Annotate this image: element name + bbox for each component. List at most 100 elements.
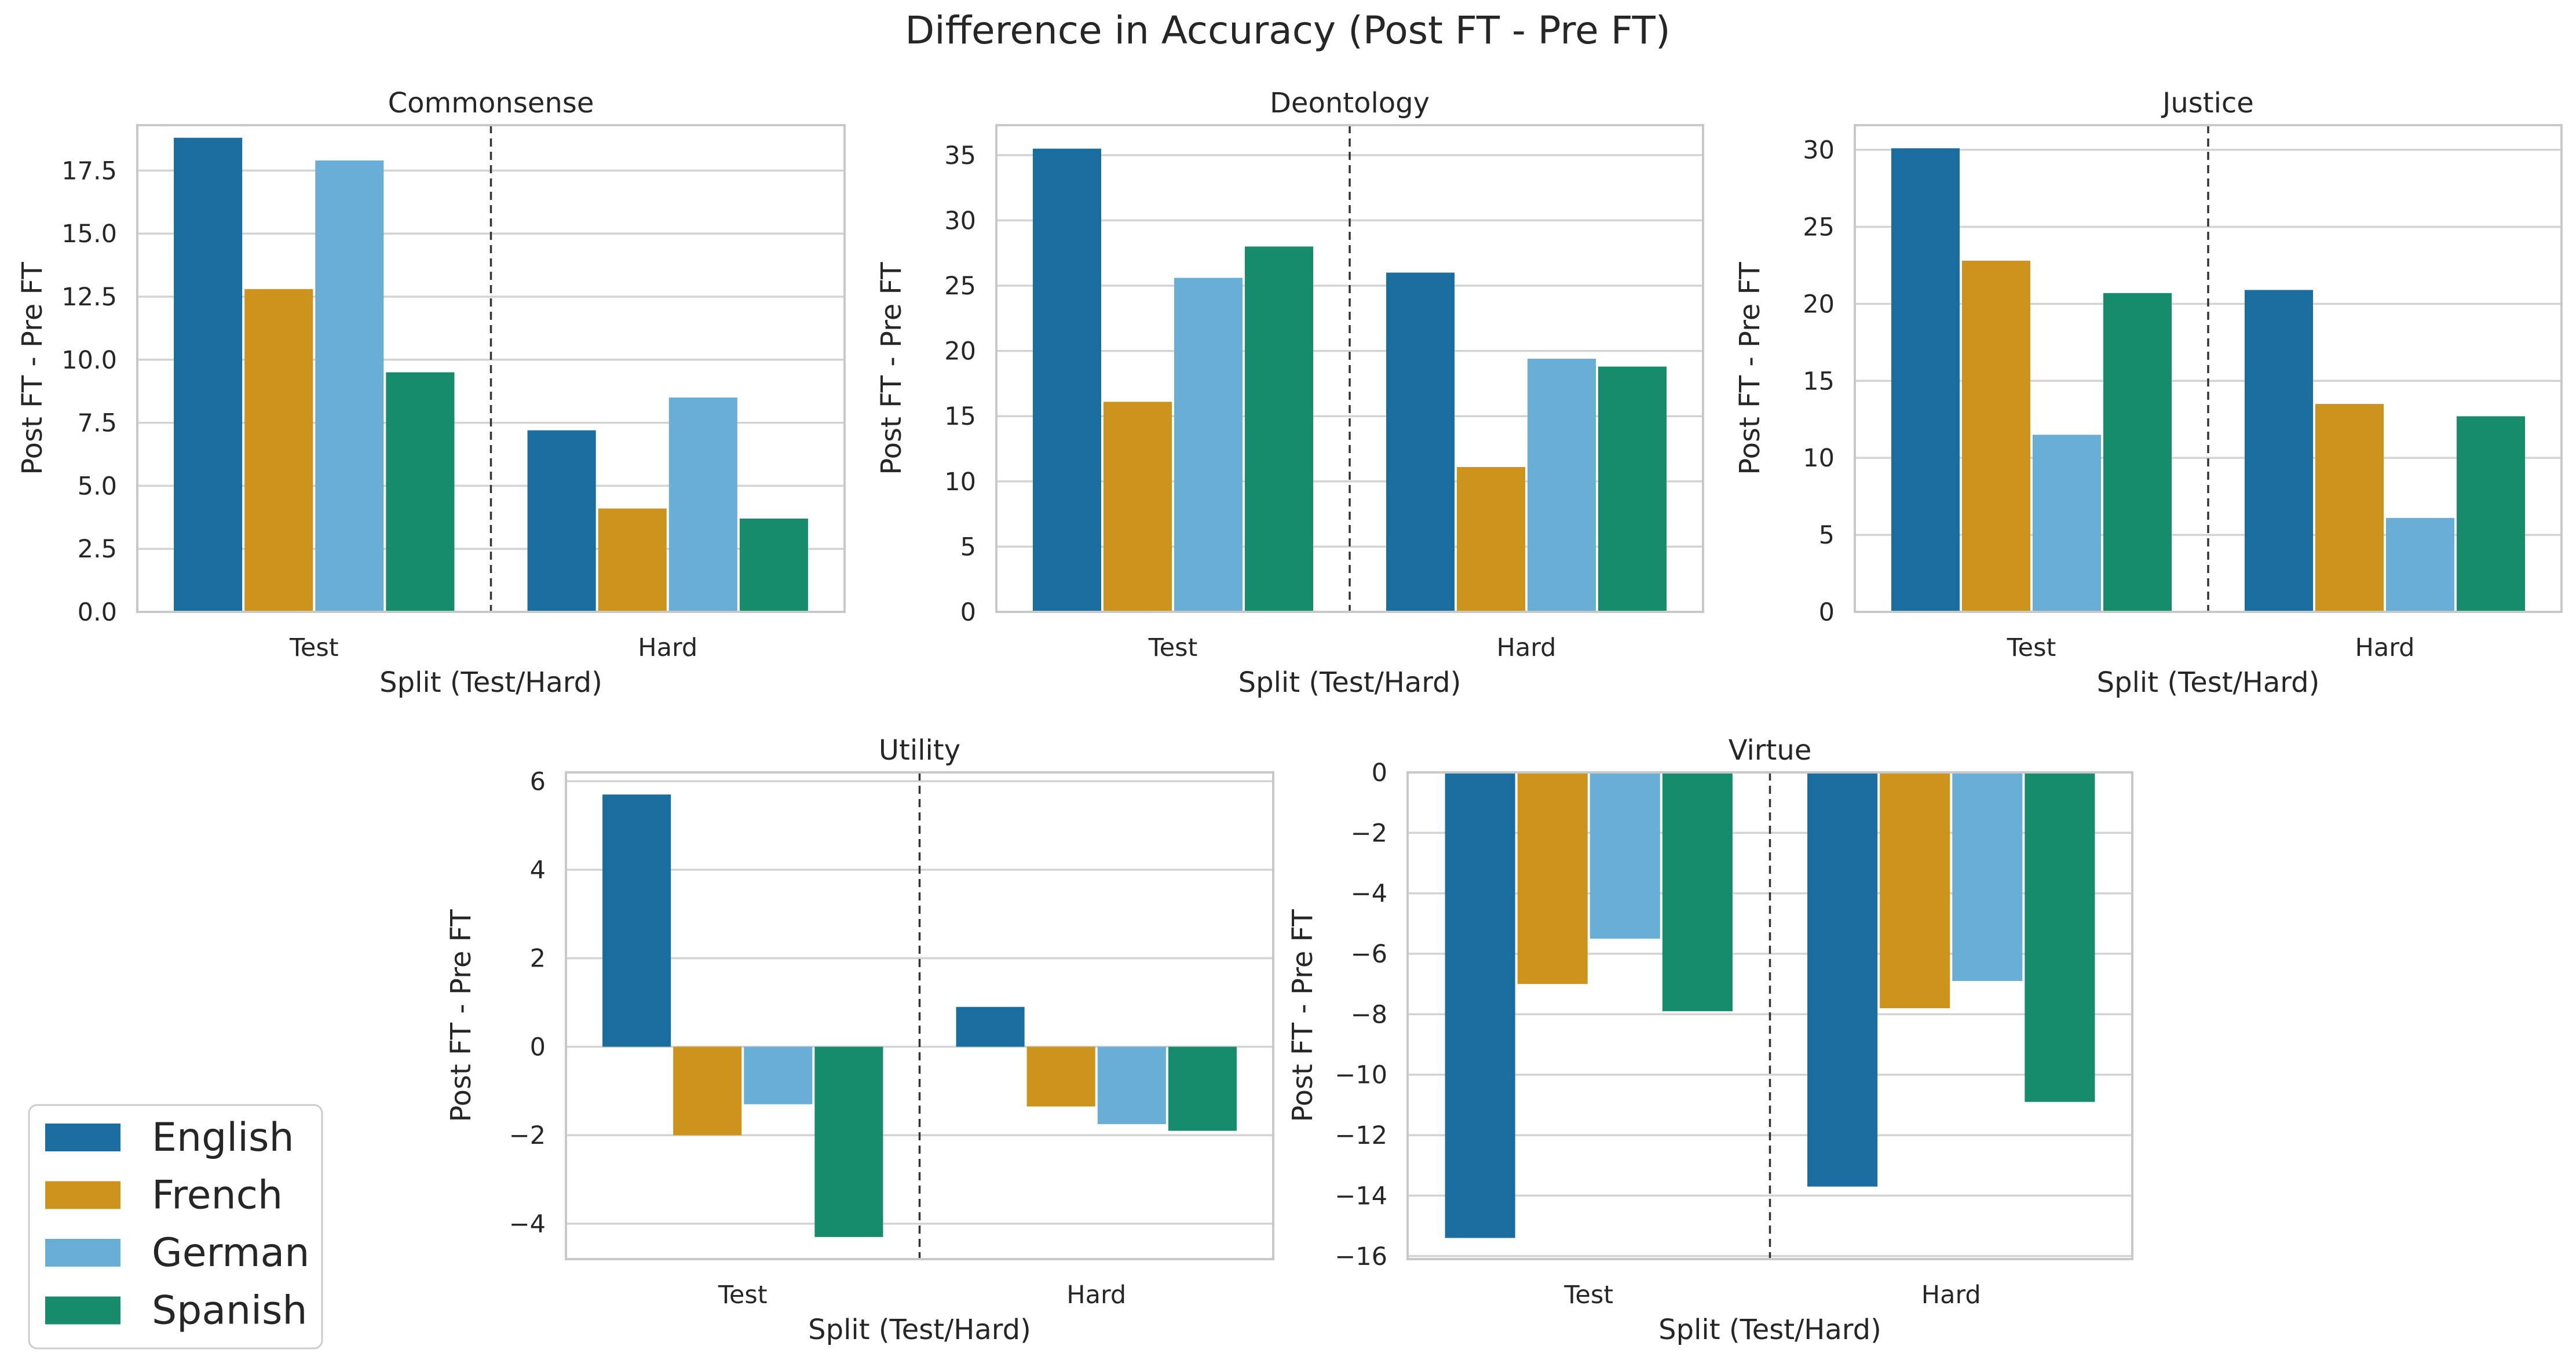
x-tick-label: Hard xyxy=(638,633,697,662)
y-tick-label: 0 xyxy=(1372,758,1387,787)
legend: English French German Spanish xyxy=(28,1104,323,1350)
subplot-title: Deontology xyxy=(1270,87,1430,119)
x-axis-label: Split (Test/Hard) xyxy=(1238,666,1461,699)
bar-spanish-test xyxy=(386,372,455,612)
bar-english-hard xyxy=(527,430,596,612)
y-tick-label: 30 xyxy=(1803,136,1835,165)
bar-german-hard xyxy=(1952,772,2023,981)
bar-spanish-test xyxy=(1662,772,1733,1012)
subplots: 0.0 2.5 5.0 7.5 10.0 12.5 15.0 17.5 Test Hard Spli… xyxy=(16,87,2563,1346)
y-tick-label: 0.0 xyxy=(78,598,117,627)
bar-spanish-test xyxy=(2103,293,2172,612)
y-tick-label: 2 xyxy=(530,944,546,973)
x-tick-label: Hard xyxy=(1497,633,1556,662)
y-tick-label: 20 xyxy=(1803,290,1835,319)
subplot-deontology: 0 5 10 15 20 25 30 35 Test Hard Split (Test/Hard) P… xyxy=(875,87,1704,699)
y-axis-label: Post FT - Pre FT xyxy=(875,262,908,475)
bar-french-hard xyxy=(2315,404,2384,612)
bar-german-test xyxy=(1174,278,1243,612)
subplot-title: Commonsense xyxy=(388,87,594,119)
y-tick-label: 10.0 xyxy=(61,346,117,375)
bar-french-hard xyxy=(1026,1046,1095,1107)
bar-french-hard xyxy=(1880,772,1950,1008)
y-tick-label: 30 xyxy=(944,206,976,235)
y-tick-label: 25 xyxy=(944,272,976,301)
x-axis-label: Split (Test/Hard) xyxy=(1658,1314,1881,1346)
bar-english-hard xyxy=(956,1006,1025,1047)
y-tick-label: −8 xyxy=(1351,1000,1387,1029)
y-tick-label: −2 xyxy=(509,1121,546,1150)
y-tick-label: −2 xyxy=(1351,819,1387,848)
x-axis-label: Split (Test/Hard) xyxy=(808,1314,1031,1346)
axes-frame xyxy=(1406,771,2133,1260)
y-tick-label: −12 xyxy=(1335,1121,1387,1150)
bar-spanish-hard xyxy=(1168,1046,1237,1131)
bar-english-hard xyxy=(1386,272,1455,612)
y-tick-label: 0 xyxy=(530,1033,546,1062)
legend-label-german: German xyxy=(152,1230,309,1276)
bar-spanish-test xyxy=(1245,246,1313,612)
y-tick-label: −4 xyxy=(509,1210,546,1239)
y-tick-label: 7.5 xyxy=(78,409,117,438)
bar-spanish-hard xyxy=(1598,366,1667,612)
legend-label-spanish: Spanish xyxy=(152,1288,308,1334)
bar-german-hard xyxy=(1097,1046,1166,1125)
bar-french-test xyxy=(1962,260,2030,612)
bar-german-hard xyxy=(1528,359,1596,612)
legend-swatch-german xyxy=(45,1239,120,1267)
subplot-title: Utility xyxy=(879,734,960,767)
figure-title: Difference in Accuracy (Post FT - Pre FT… xyxy=(905,8,1670,53)
axes-frame xyxy=(1854,124,2563,613)
bar-french-hard xyxy=(598,508,667,612)
bar-german-test xyxy=(2033,435,2101,612)
bar-english-hard xyxy=(1807,772,1878,1187)
x-tick-label: Hard xyxy=(2355,633,2415,662)
subplot-title: Virtue xyxy=(1729,734,1812,767)
y-tick-label: 2.5 xyxy=(78,535,117,564)
x-tick-label: Test xyxy=(2007,633,2056,662)
bar-spanish-hard xyxy=(2025,772,2095,1102)
legend-swatch-spanish xyxy=(45,1296,120,1325)
axes-frame xyxy=(136,124,846,613)
y-tick-label: 10 xyxy=(1803,444,1835,473)
bar-french-test xyxy=(244,289,313,612)
y-tick-label: 25 xyxy=(1803,213,1835,242)
x-axis-label: Split (Test/Hard) xyxy=(2097,666,2320,699)
y-tick-label: 5 xyxy=(960,533,976,561)
subplot-utility: −4 −2 0 2 4 6 Test Hard Split (Test/Hard) Post FT… xyxy=(445,734,1274,1346)
y-tick-label: 15.0 xyxy=(61,220,117,249)
y-tick-label: 35 xyxy=(944,141,976,170)
y-tick-label: 15 xyxy=(944,402,976,431)
bar-english-test xyxy=(1445,772,1515,1238)
bar-english-test xyxy=(602,794,671,1047)
y-tick-label: −14 xyxy=(1335,1181,1387,1210)
axes-frame xyxy=(565,771,1274,1260)
legend-frame xyxy=(28,1104,323,1350)
bar-french-test xyxy=(1517,772,1588,984)
bar-german-hard xyxy=(668,397,737,612)
y-tick-label: −4 xyxy=(1351,880,1387,909)
x-tick-label: Test xyxy=(1148,633,1198,662)
subplot-virtue: −16 −14 −12 −10 −8 −6 −4 −2 0 Test Hard Split (Test… xyxy=(1287,734,2133,1346)
bar-french-test xyxy=(1104,402,1172,612)
bar-spanish-hard xyxy=(739,518,808,612)
y-tick-label: 20 xyxy=(944,337,976,366)
y-tick-label: 0 xyxy=(960,598,976,627)
bar-french-test xyxy=(673,1046,742,1136)
legend-label-english: English xyxy=(152,1115,294,1161)
y-tick-label: −16 xyxy=(1335,1242,1387,1271)
subplot-justice: 0 5 10 15 20 25 30 Test Hard Split (Test/Hard) Pos… xyxy=(1734,87,2563,699)
y-tick-label: 10 xyxy=(944,468,976,497)
bar-english-test xyxy=(174,137,243,612)
bar-spanish-hard xyxy=(2457,416,2525,612)
legend-label-french: French xyxy=(152,1173,283,1219)
y-tick-label: −10 xyxy=(1335,1061,1387,1090)
y-tick-label: 5.0 xyxy=(78,472,117,501)
y-tick-label: 15 xyxy=(1803,367,1835,396)
bar-german-test xyxy=(744,1046,813,1104)
x-tick-label: Test xyxy=(1563,1281,1613,1310)
bar-german-test xyxy=(315,160,384,612)
subplot-title: Justice xyxy=(2161,87,2254,119)
legend-swatch-english xyxy=(45,1124,120,1151)
